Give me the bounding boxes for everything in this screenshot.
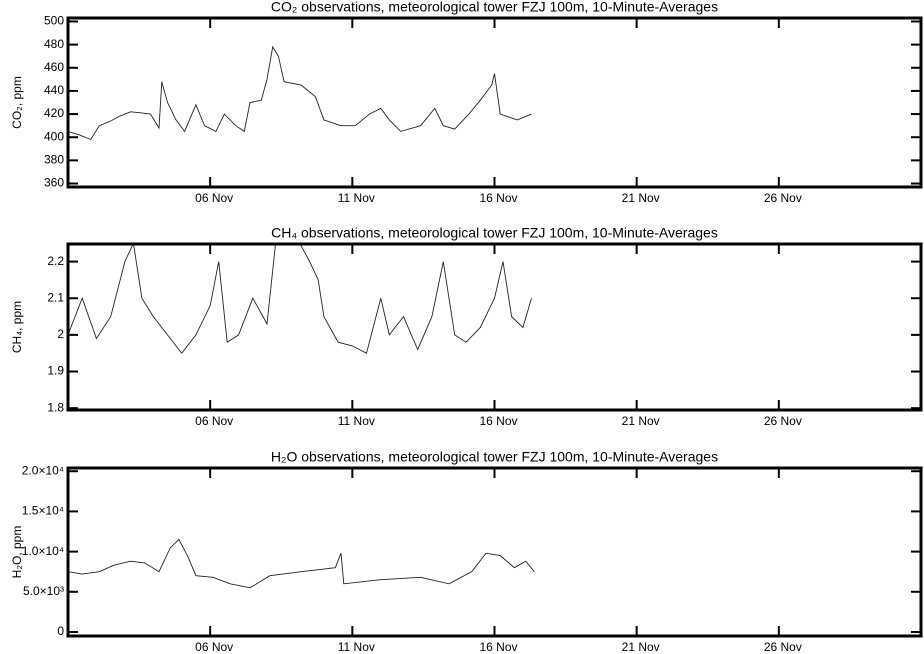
x-tick-label: 11 Nov	[338, 640, 375, 654]
x-tick-label: 26 Nov	[764, 191, 802, 205]
plot-frame	[66, 16, 923, 189]
data-line	[68, 45, 532, 141]
y-tick-label: 380	[44, 153, 64, 167]
chart-title: H₂O observations, meteorological tower F…	[271, 449, 718, 465]
x-tick-label: 16 Nov	[479, 640, 517, 654]
x-tick-label: 06 Nov	[195, 191, 233, 205]
x-tick-label: 16 Nov	[479, 414, 517, 428]
x-tick-label: 21 Nov	[622, 191, 660, 205]
y-axis-label: H₂O, ppm	[10, 526, 24, 579]
x-tick-label: 16 Nov	[479, 191, 517, 205]
plot-area	[68, 45, 532, 141]
y-tick-label: 2.2	[47, 254, 64, 268]
y-tick-label: 400	[44, 129, 64, 143]
x-tick-label: 21 Nov	[622, 640, 660, 654]
y-tick-label: 2.1	[47, 290, 64, 304]
data-line	[68, 244, 532, 354]
x-tick-label: 26 Nov	[764, 414, 802, 428]
y-tick-label: 1.8	[47, 400, 64, 414]
plot-frame	[66, 242, 923, 412]
y-tick-label: 1.9	[47, 364, 64, 378]
y-tick-label: 1.5×10⁴	[22, 504, 64, 518]
y-tick-label: 460	[44, 60, 64, 74]
y-tick-label: 2	[57, 327, 64, 341]
y-tick-label: 2.0×10⁴	[22, 463, 64, 477]
data-line	[68, 538, 535, 589]
plot-area	[68, 538, 535, 589]
y-axis-label: CO₂, ppm	[10, 76, 24, 129]
plot-area	[68, 244, 532, 354]
x-tick-label: 11 Nov	[338, 191, 375, 205]
plot-frame	[66, 466, 923, 638]
y-tick-label: 480	[44, 37, 64, 51]
x-tick-label: 21 Nov	[622, 414, 660, 428]
x-tick-label: 06 Nov	[195, 640, 233, 654]
y-tick-label: 1.0×10⁴	[22, 544, 64, 558]
chart-title: CO₂ observations, meteorological tower F…	[271, 0, 718, 15]
y-tick-label: 0	[57, 624, 64, 638]
y-axis-label: CH₄, ppm	[10, 301, 24, 353]
x-tick-label: 11 Nov	[338, 414, 375, 428]
y-tick-label: 440	[44, 83, 64, 97]
y-tick-label: 420	[44, 106, 64, 120]
y-tick-label: 5.0×10³	[23, 584, 64, 598]
x-tick-label: 06 Nov	[195, 414, 233, 428]
chart-title: CH₄ observations, meteorological tower F…	[271, 225, 718, 241]
y-tick-label: 500	[44, 14, 64, 28]
x-tick-label: 26 Nov	[764, 640, 802, 654]
y-tick-label: 360	[44, 176, 64, 190]
